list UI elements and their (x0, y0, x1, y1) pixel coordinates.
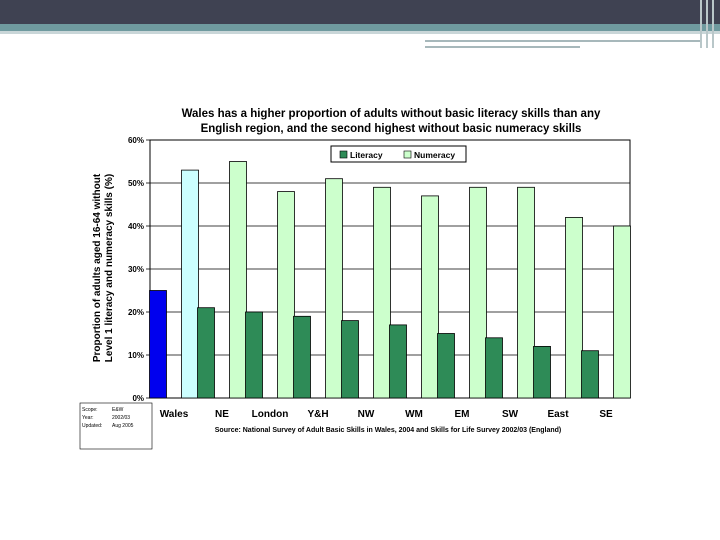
y-tick-label: 30% (128, 265, 144, 274)
y-axis-label-line1: Proportion of adults aged 16-64 without (92, 173, 103, 362)
bar-numeracy-east (565, 216, 583, 399)
x-category-label: WM (405, 409, 423, 420)
bar-numeracy-se (613, 225, 631, 399)
meta-updated-value: Aug 2005 (112, 423, 134, 429)
x-category-label: NW (358, 409, 375, 420)
slide-header-highlight (0, 31, 720, 34)
meta-year-label: Year: (82, 415, 94, 421)
bar-numeracy-sw (517, 186, 535, 399)
x-axis-categories: Wales NE London Y&H NW WM EM SW East SE (160, 409, 613, 420)
meta-box-frame (79, 402, 153, 450)
header-deco-vert (700, 0, 702, 48)
legend-label-numeracy: Numeracy (414, 150, 455, 160)
bar-numeracy-wales (181, 169, 199, 399)
chart-source: Source: National Survey of Adult Basic S… (215, 427, 561, 434)
bar-series (149, 161, 631, 399)
bar-numeracy-em (469, 186, 487, 399)
y-tick-label: 0% (132, 394, 144, 403)
bar-literacy-wm (389, 324, 407, 399)
x-category-label: East (547, 409, 569, 420)
header-deco-vert (712, 0, 714, 48)
bar-literacy-east (533, 345, 551, 399)
bar-literacy-ne (197, 307, 215, 399)
bar-literacy-em (437, 333, 455, 399)
chart-title-line2: English region, and the second highest w… (201, 123, 582, 135)
legend-swatch-literacy (339, 150, 348, 159)
x-category-label: Y&H (307, 409, 328, 420)
x-category-label: SE (599, 409, 613, 420)
chart-title-line1: Wales has a higher proportion of adults … (182, 108, 601, 120)
x-category-label: EM (455, 409, 470, 420)
meta-scope-value: E&W (112, 407, 124, 413)
y-tick-label: 10% (128, 351, 144, 360)
bar-numeracy-nw (373, 186, 391, 399)
y-tick-label: 20% (128, 308, 144, 317)
x-category-label: Wales (160, 409, 189, 420)
y-tick-label: 60% (128, 136, 144, 145)
y-tick-label: 40% (128, 222, 144, 231)
slide-header-stripe (0, 24, 720, 31)
x-category-label: SW (502, 409, 519, 420)
bar-literacy-nw (341, 320, 359, 399)
bar-literacy-london (245, 311, 263, 399)
bar-numeracy-y-h (325, 178, 343, 399)
bar-literacy-se (581, 350, 599, 399)
bar-numeracy-wm (421, 195, 439, 399)
meta-year-value: 2002/03 (112, 415, 130, 421)
y-axis-ticks: 0% 10% 20% 30% 40% 50% 60% (128, 136, 150, 403)
meta-box: Scope: E&W Year: 2002/03 Updated: Aug 20… (79, 402, 153, 450)
legend-label-literacy: Literacy (350, 150, 383, 160)
meta-updated-label: Updated: (82, 423, 102, 429)
legend-swatch-numeracy (403, 150, 412, 159)
bar-numeracy-ne (229, 161, 247, 399)
y-tick-label: 50% (128, 179, 144, 188)
bar-literacy-y-h (293, 315, 311, 399)
header-deco-line (425, 40, 700, 42)
header-deco-line-short (425, 46, 580, 48)
x-category-label: London (252, 409, 289, 420)
bar-literacy-wales (149, 290, 167, 399)
slide-header-bar (0, 0, 720, 24)
legend: Literacy Numeracy (330, 145, 467, 163)
legend-box (330, 145, 467, 163)
bar-literacy-sw (485, 337, 503, 399)
bar-numeracy-london (277, 191, 295, 399)
y-axis-label-line2: Level 1 literacy and numeracy skills (%) (104, 174, 115, 362)
header-deco-vert (706, 0, 708, 48)
x-category-label: NE (215, 409, 229, 420)
meta-scope-label: Scope: (82, 407, 98, 413)
